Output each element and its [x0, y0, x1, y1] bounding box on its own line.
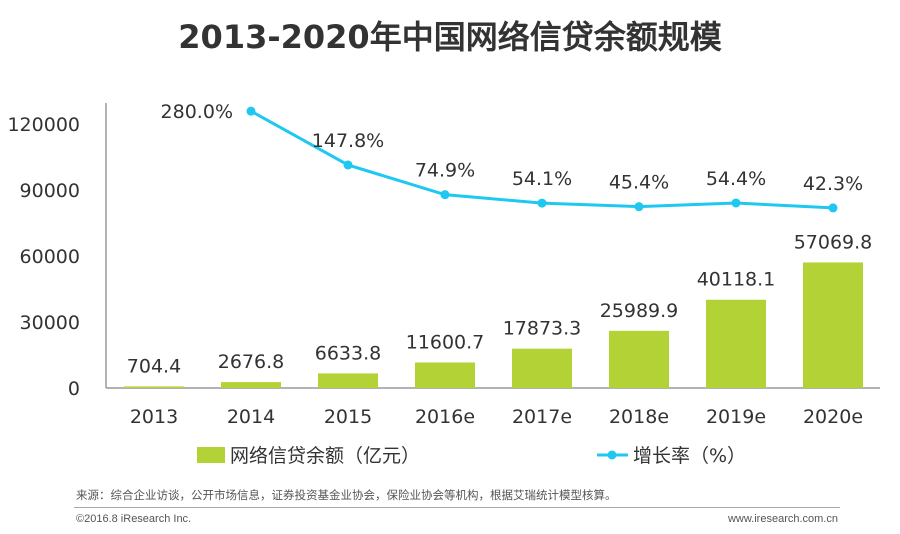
- x-tick-label: 2013: [130, 406, 178, 428]
- growth-point: [731, 198, 741, 208]
- growth-line: [250, 109, 834, 210]
- x-tick-label: 2017e: [512, 406, 572, 428]
- growth-point: [634, 202, 644, 212]
- bar-data-label: 17873.3: [503, 318, 582, 340]
- x-tick-label: 2018e: [609, 406, 669, 428]
- bar-data-label: 2676.8: [218, 351, 284, 373]
- bar: [221, 382, 281, 388]
- line-data-label: 45.4%: [609, 172, 669, 194]
- y-tick-label: 120000: [7, 114, 80, 136]
- line-data-label: 74.9%: [415, 160, 475, 182]
- bar: [415, 362, 475, 388]
- line-data-label: 280.0%: [161, 101, 233, 123]
- line-data-label: 147.8%: [312, 130, 384, 152]
- bar-data-label: 6633.8: [315, 342, 381, 364]
- bar: [609, 330, 669, 388]
- x-tick-label: 2014: [227, 406, 275, 428]
- line-data-label: 54.4%: [706, 168, 766, 190]
- bar: [803, 262, 863, 388]
- legend-bar-swatch: [197, 447, 225, 463]
- bar: [706, 299, 766, 388]
- y-tick-label: 60000: [20, 246, 80, 268]
- y-tick-label: 30000: [20, 312, 80, 334]
- line-data-label: 54.1%: [512, 168, 572, 190]
- copyright: ©2016.8 iResearch Inc.: [76, 513, 192, 525]
- y-tick-label: 90000: [20, 180, 80, 202]
- growth-point: [828, 203, 838, 213]
- x-tick-label: 2016e: [415, 406, 475, 428]
- bar-data-label: 11600.7: [406, 331, 485, 353]
- x-tick-label: 2015: [324, 406, 372, 428]
- x-tick-label: 2020e: [803, 406, 863, 428]
- legend-line-label: 增长率（%）: [633, 445, 746, 467]
- bar-data-label: 704.4: [127, 355, 181, 377]
- bar-data-label: 25989.9: [600, 300, 679, 322]
- footer-divider: [74, 507, 840, 508]
- line-data-label: 42.3%: [803, 173, 863, 195]
- x-tick-label: 2019e: [706, 406, 766, 428]
- growth-point: [440, 190, 450, 200]
- legend-bar-label: 网络信贷余额（亿元）: [230, 445, 420, 467]
- bar: [124, 386, 184, 388]
- bar: [512, 348, 572, 388]
- growth-point: [246, 106, 256, 116]
- legend-line-marker: [607, 450, 617, 460]
- chart-title: 2013-2020年中国网络信贷余额规模: [178, 18, 722, 56]
- growth-point: [343, 160, 353, 170]
- website-link[interactable]: www.iresearch.com.cn: [727, 513, 838, 525]
- source-note: 来源：综合企业访谈，公开市场信息，证券投资基金业协会，保险业协会等机构，根据艾瑞…: [76, 488, 617, 502]
- growth-point: [537, 198, 547, 208]
- y-tick-label: 0: [68, 378, 80, 400]
- bar-data-label: 57069.8: [794, 231, 873, 253]
- bar-data-label: 40118.1: [697, 269, 776, 291]
- bar: [318, 373, 378, 388]
